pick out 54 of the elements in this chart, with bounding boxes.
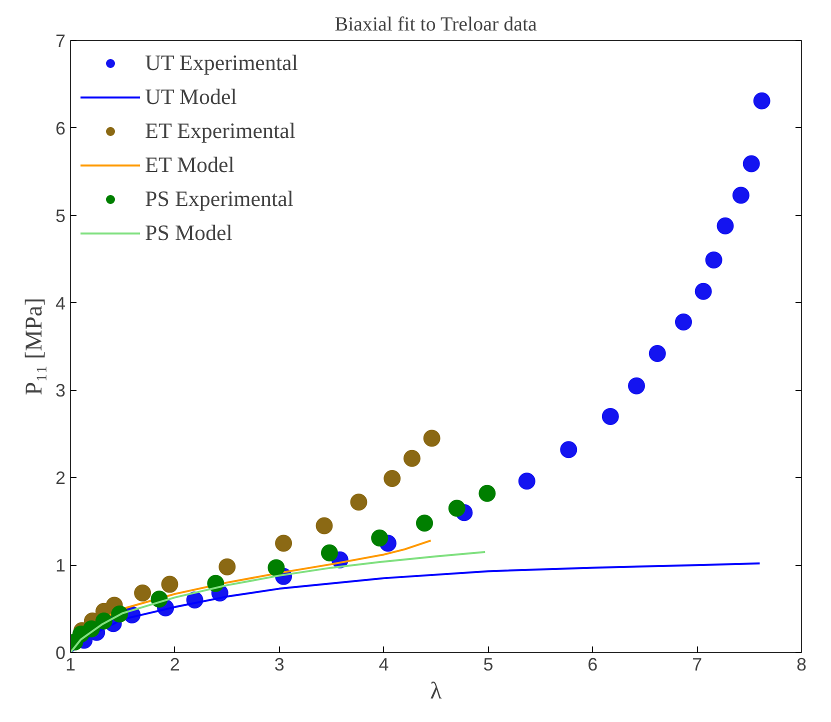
y-tick-label: 0: [55, 643, 66, 663]
point: [275, 534, 292, 552]
point: [648, 345, 666, 362]
point: [161, 576, 178, 593]
x-tick-label: 8: [796, 654, 807, 674]
y-tick-label: 3: [55, 380, 66, 401]
point: [371, 529, 388, 546]
point: [674, 314, 692, 331]
y-tick-label: 4: [55, 293, 66, 314]
y-tick-label: 2: [55, 468, 66, 488]
legend-label: PS Model: [145, 220, 232, 246]
x-tick-label: 5: [483, 654, 494, 674]
legend-label: ET Experimental: [145, 118, 296, 144]
x-tick-label: 6: [588, 654, 598, 674]
chart-title: Biaxial fit to Treloar data: [334, 14, 538, 36]
point: [218, 558, 236, 576]
y-tick-label: 5: [55, 206, 66, 226]
legend-label: ET Model: [145, 152, 234, 178]
point: [416, 514, 434, 532]
legend-label: UT Experimental: [145, 50, 298, 76]
x-tick-label: 2: [170, 654, 180, 674]
y-tick-label: 6: [55, 118, 66, 138]
point: [448, 500, 466, 517]
point: [742, 155, 760, 172]
point: [694, 282, 712, 300]
y-axis-title: P₁₁ [MPa]: [21, 298, 48, 396]
point: [732, 186, 750, 204]
y-tick-label: 7: [55, 31, 66, 51]
point: [518, 472, 536, 490]
line-series: [70, 562, 761, 652]
point: [403, 450, 420, 467]
x-tick-label: 3: [274, 654, 284, 674]
line-series: [70, 540, 432, 652]
point: [320, 544, 338, 562]
legend-label: PS Experimental: [145, 186, 294, 212]
point: [753, 92, 770, 110]
legend-label: UT Model: [145, 84, 237, 110]
point: [134, 584, 152, 602]
point: [705, 251, 722, 268]
x-axis-title: λ: [430, 678, 442, 704]
point: [384, 470, 401, 487]
point: [316, 517, 333, 534]
x-tick-label: 7: [692, 654, 702, 674]
point: [350, 494, 368, 511]
point: [268, 559, 285, 576]
x-tick-label: 4: [378, 654, 389, 674]
line-series: [70, 550, 486, 652]
point: [602, 408, 619, 425]
point: [423, 430, 440, 447]
point: [716, 217, 734, 234]
point: [560, 441, 578, 458]
point: [478, 484, 496, 502]
point: [628, 377, 646, 394]
y-tick-label: 1: [55, 556, 66, 576]
